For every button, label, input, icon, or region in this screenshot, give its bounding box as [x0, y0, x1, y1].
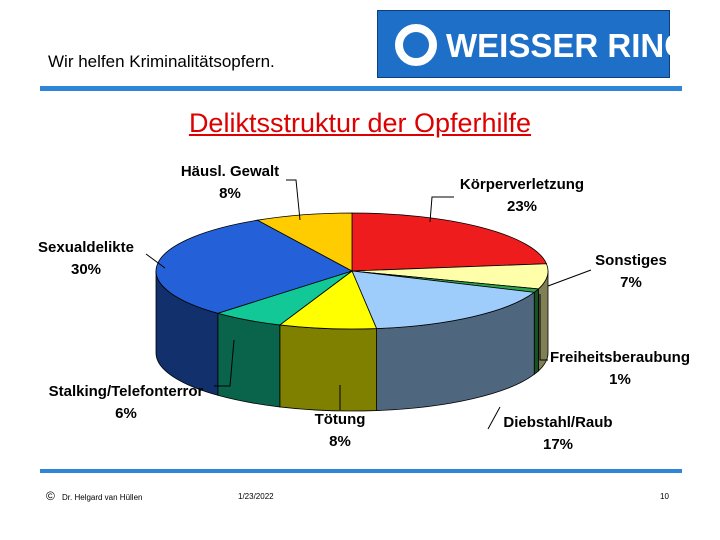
pie-side-4 — [279, 324, 377, 412]
pie-slice-sexualdelikte — [155, 219, 354, 314]
slice-value-label: 23% — [507, 198, 537, 215]
leader-line-5 — [214, 339, 235, 387]
leader-line-6 — [145, 253, 166, 269]
slice-label: Freiheitsberaubung — [550, 349, 690, 366]
footer-author: Dr. Helgard van Hüllen — [62, 493, 143, 502]
chart-title: Deliktsstruktur der Opferhilfe — [188, 108, 532, 138]
slice-value-label: 8% — [219, 185, 241, 202]
slice-value-label: 8% — [329, 433, 351, 450]
leader-line-0 — [429, 196, 454, 223]
ring-icon — [395, 24, 437, 66]
copyright-icon: © — [46, 489, 55, 503]
weisser-ring-logo: WEISSER RING — [377, 10, 690, 78]
slice-value-label: 30% — [71, 261, 101, 278]
leader-line-7 — [286, 179, 301, 221]
leader-line-2 — [539, 294, 548, 361]
leader-line-1 — [547, 269, 592, 287]
footer-date: 1/23/2022 — [238, 492, 274, 501]
pie-side-2 — [533, 288, 539, 376]
footer-page-number: 10 — [660, 492, 669, 501]
leader-line-3 — [487, 406, 501, 430]
slogan: Wir helfen Kriminalitätsopfern. — [48, 52, 275, 71]
slice-label: Sonstiges — [595, 252, 667, 269]
slice-value-label: 6% — [115, 405, 137, 422]
top-rule — [40, 86, 682, 91]
pie-side-5 — [217, 312, 281, 408]
slice-label: Stalking/Telefonterror — [49, 383, 204, 400]
pie-slice-h-usl-gewalt — [256, 212, 353, 272]
pie-slice-diebstahl-raub — [351, 270, 536, 329]
slice-label: Häusl. Gewalt — [181, 163, 279, 180]
pie-slice-k-rperverletzung — [351, 212, 548, 272]
slice-label: Sexualdelikte — [38, 239, 134, 256]
bottom-rule — [40, 469, 682, 473]
slice-label: Diebstahl/Raub — [503, 414, 612, 431]
slice-label: Tötung — [315, 411, 366, 428]
slice-value-label: 17% — [543, 436, 573, 453]
logo-text: WEISSER RING — [446, 27, 690, 64]
slice-value-label: 7% — [620, 274, 642, 291]
slice-label: Körperverletzung — [460, 176, 584, 193]
slice-value-label: 1% — [609, 371, 631, 388]
pie-slice-t-tung — [278, 270, 378, 330]
